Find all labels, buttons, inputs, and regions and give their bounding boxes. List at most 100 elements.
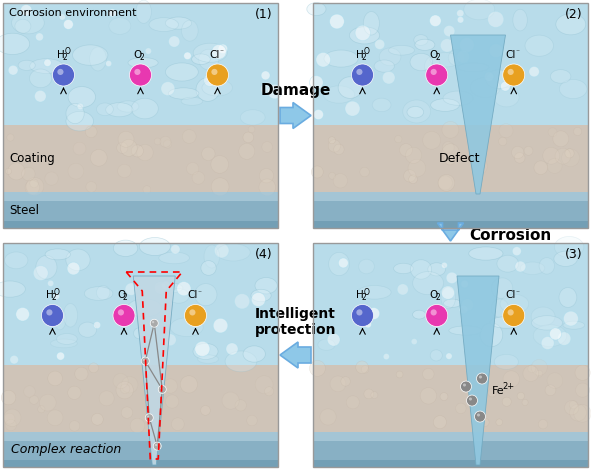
Circle shape [476,373,488,384]
Circle shape [8,163,25,180]
Ellipse shape [66,249,90,271]
FancyArrow shape [280,102,311,128]
Text: 2+: 2+ [502,382,514,391]
Circle shape [553,131,569,147]
Ellipse shape [66,103,84,124]
Text: 2: 2 [122,293,128,302]
Circle shape [168,36,180,47]
Circle shape [446,272,457,283]
Circle shape [171,245,180,254]
Polygon shape [457,276,499,465]
Circle shape [25,180,40,195]
Ellipse shape [128,299,161,317]
Circle shape [375,39,385,49]
Circle shape [68,163,84,179]
Circle shape [90,149,107,166]
Ellipse shape [539,258,554,274]
Circle shape [248,126,255,133]
Circle shape [545,385,556,396]
Ellipse shape [469,247,503,260]
Circle shape [456,403,466,414]
Ellipse shape [525,35,553,56]
Circle shape [92,414,103,425]
Circle shape [352,64,374,86]
Circle shape [145,414,153,422]
Text: Fe: Fe [492,385,505,396]
Circle shape [408,159,426,177]
Circle shape [239,143,255,159]
Circle shape [488,388,496,397]
Ellipse shape [30,59,63,73]
Circle shape [118,132,134,147]
Text: 2: 2 [361,53,366,62]
Circle shape [106,61,112,67]
Circle shape [45,172,58,185]
Circle shape [333,173,348,188]
Ellipse shape [85,287,113,300]
Ellipse shape [30,69,51,88]
Circle shape [161,82,175,95]
Circle shape [59,14,66,20]
Text: (3): (3) [566,248,583,261]
Text: 2: 2 [139,53,144,62]
Circle shape [57,69,63,75]
Circle shape [396,371,403,378]
Ellipse shape [402,100,431,123]
Circle shape [30,179,38,188]
Ellipse shape [66,111,93,131]
Text: 2: 2 [62,53,67,62]
Circle shape [268,84,282,99]
Circle shape [334,144,344,155]
Bar [313,432,588,441]
Text: O: O [430,50,438,60]
Circle shape [423,368,434,380]
Circle shape [202,147,215,161]
Circle shape [512,146,524,159]
Circle shape [529,66,540,77]
Circle shape [259,169,274,183]
Circle shape [439,176,452,190]
Ellipse shape [497,255,518,272]
Circle shape [341,376,350,386]
Circle shape [400,144,413,157]
Ellipse shape [550,70,571,83]
Circle shape [141,357,150,365]
Circle shape [356,69,362,75]
Circle shape [93,321,100,329]
Circle shape [475,411,485,422]
Ellipse shape [216,244,250,261]
Circle shape [26,178,44,195]
Ellipse shape [139,237,170,256]
Ellipse shape [430,53,460,67]
Ellipse shape [431,99,459,111]
Ellipse shape [490,316,522,328]
Bar [313,3,588,228]
Ellipse shape [444,299,461,307]
Circle shape [243,132,254,143]
Ellipse shape [149,18,178,31]
Circle shape [215,243,229,258]
Bar [313,192,588,201]
Bar [3,460,278,467]
Circle shape [35,33,43,41]
Ellipse shape [531,316,563,330]
Ellipse shape [556,14,586,35]
Bar [313,365,588,432]
Ellipse shape [359,259,374,274]
Circle shape [320,409,336,425]
Circle shape [360,167,369,177]
Circle shape [547,158,562,173]
Circle shape [411,338,417,345]
Circle shape [457,16,464,23]
Bar [313,243,588,467]
Bar [313,192,588,228]
Bar [313,460,588,467]
Circle shape [77,103,83,110]
Text: H: H [46,290,53,300]
Circle shape [147,415,150,418]
Circle shape [4,413,15,424]
Circle shape [180,376,197,393]
Circle shape [426,305,448,327]
Circle shape [383,353,389,360]
Text: Cl: Cl [209,50,220,60]
